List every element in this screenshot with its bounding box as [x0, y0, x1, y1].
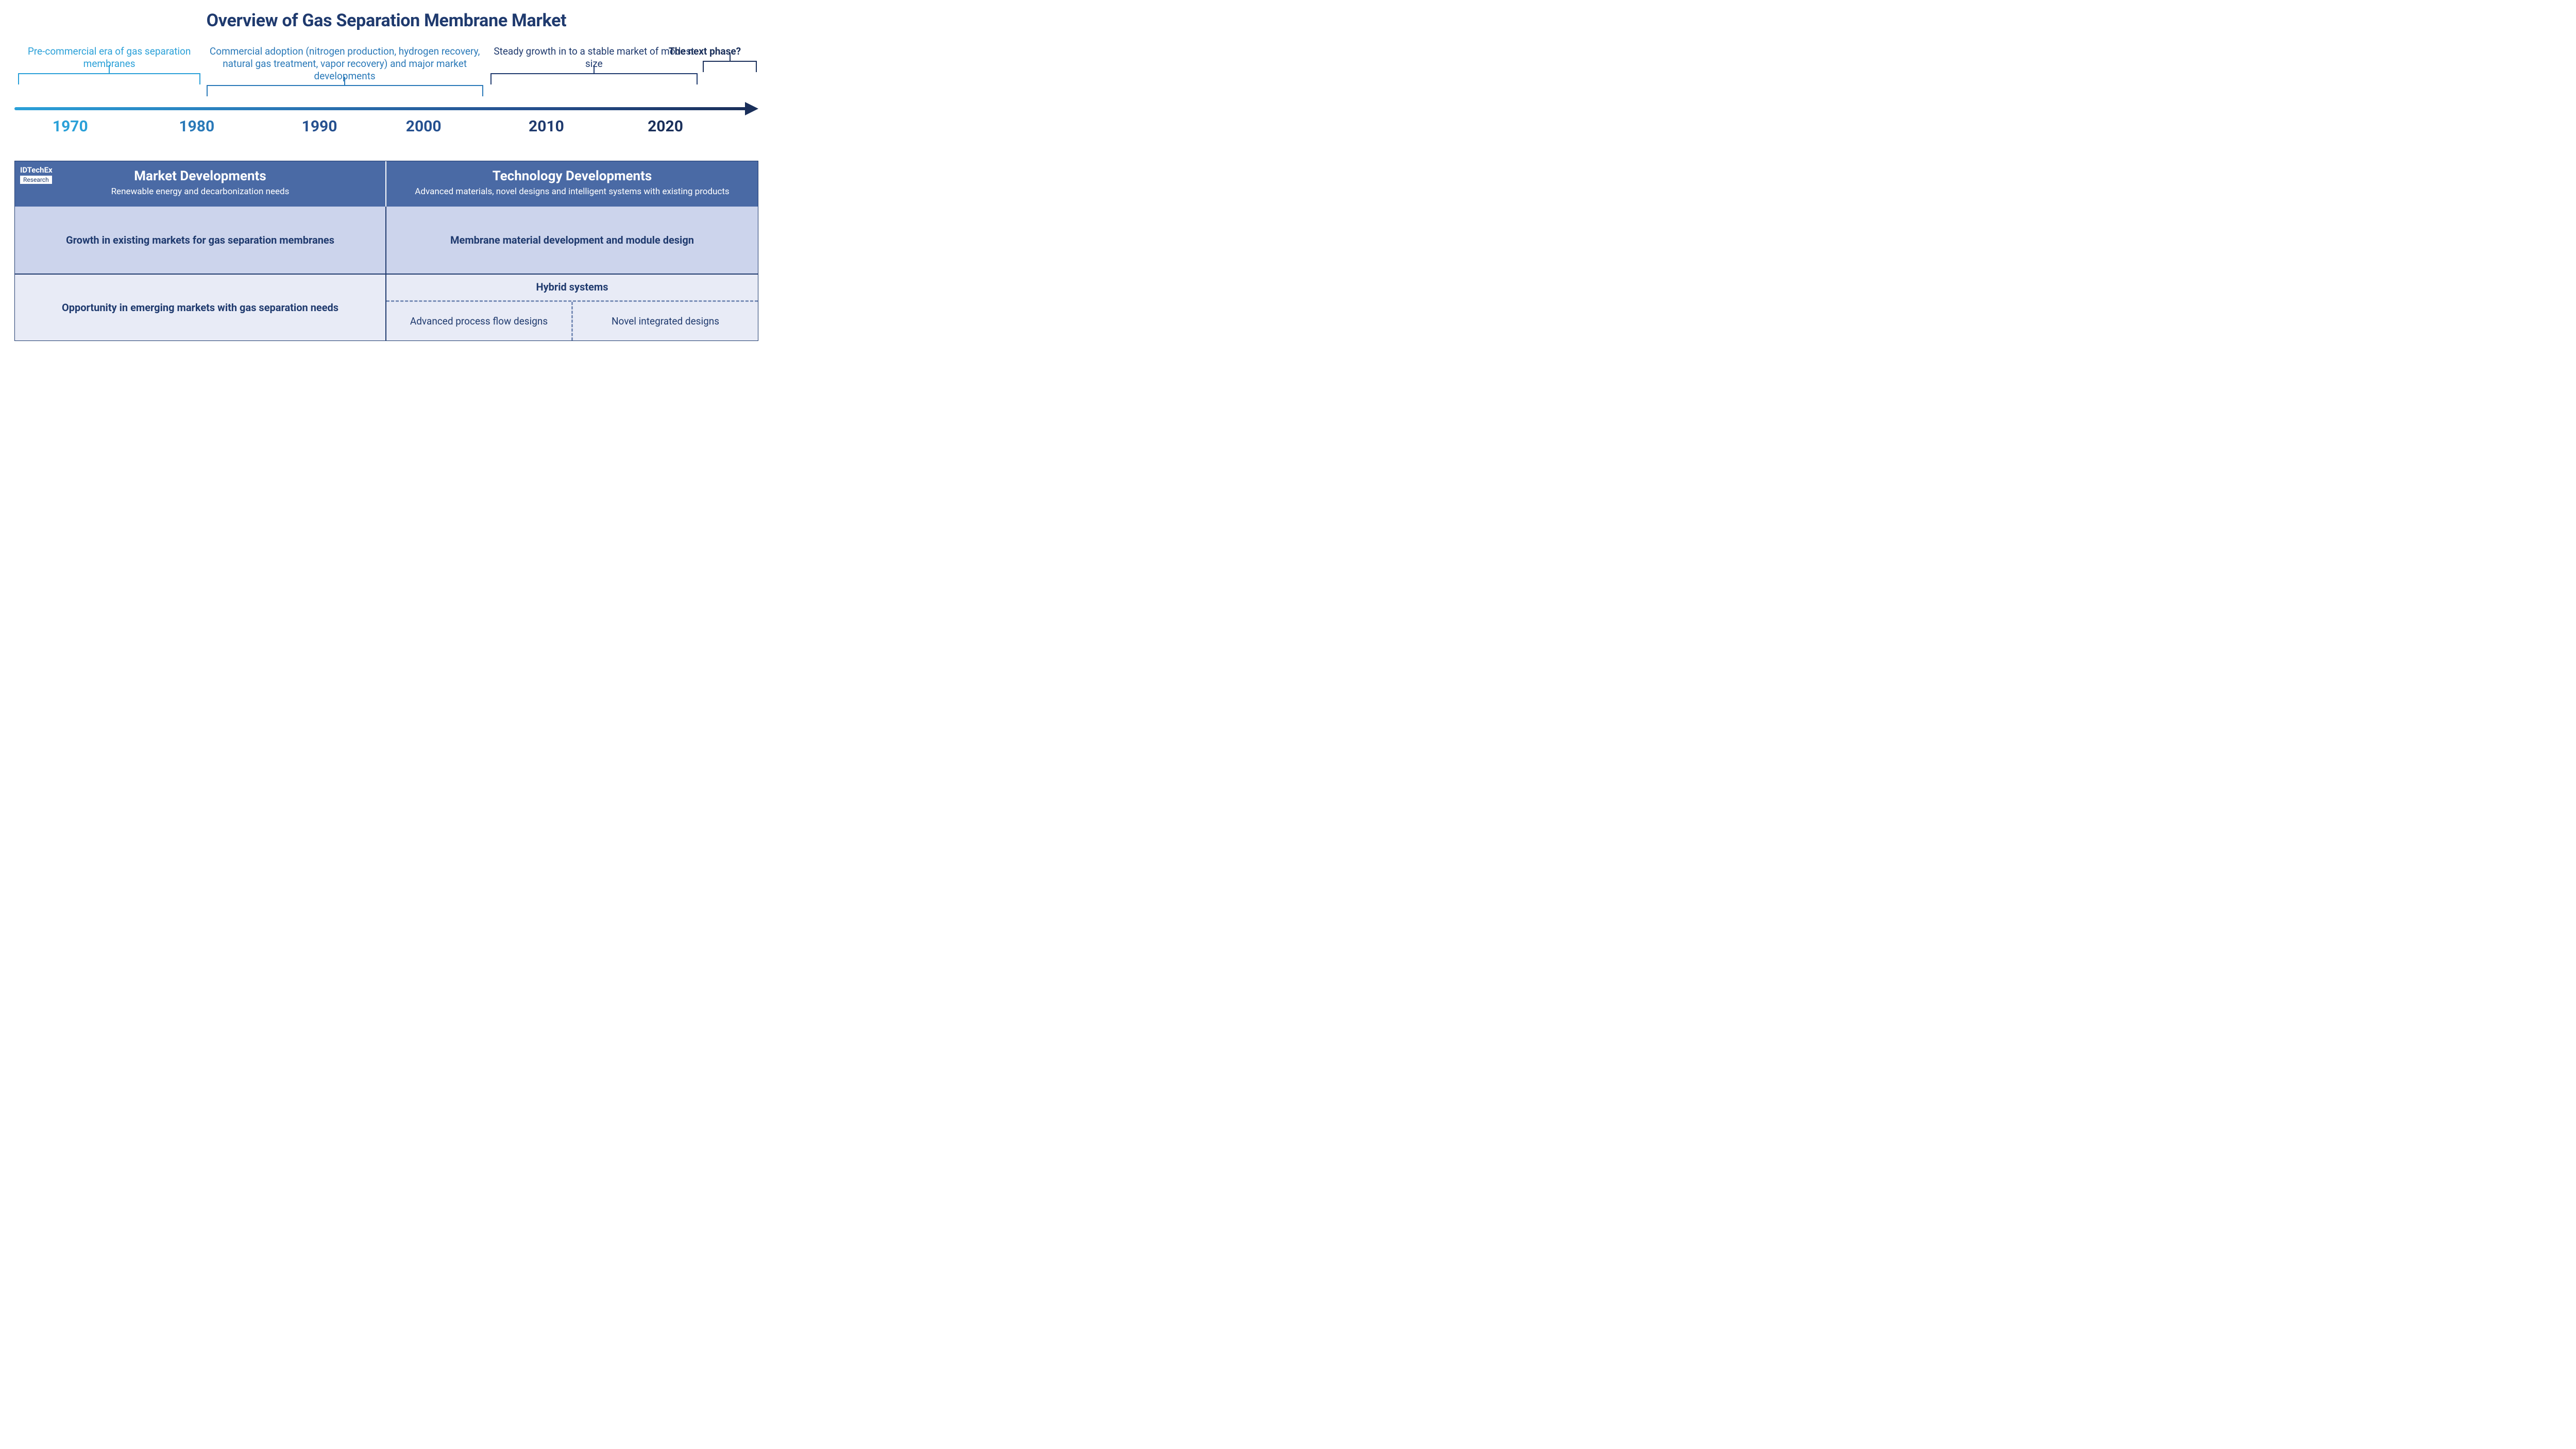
tech-row1-text: Membrane material development and module…	[450, 234, 694, 246]
phase-bracket	[490, 73, 697, 84]
timeline-phase: The next phase?	[653, 45, 757, 58]
market-row2-text: Opportunity in emerging markets with gas…	[62, 301, 338, 314]
timeline-years: 1970 1980 1990 2000 2010 2020	[14, 117, 758, 138]
phase-bracket	[703, 61, 757, 72]
tech-row1-cell: Membrane material development and module…	[386, 207, 758, 274]
tech-title: Technology Developments	[397, 168, 748, 184]
hybrid-left: Advanced process flow designs	[386, 302, 573, 340]
market-subtitle: Renewable energy and decarbonization nee…	[25, 186, 375, 197]
market-row1-cell: Growth in existing markets for gas separ…	[15, 207, 386, 274]
logo-sub: Research	[20, 176, 52, 184]
timeline-phase: Commercial adoption (nitrogen production…	[207, 45, 483, 82]
page-title: Overview of Gas Separation Membrane Mark…	[14, 10, 758, 31]
phase-bracket	[18, 73, 200, 84]
timeline: Pre-commercial era of gas separation mem…	[14, 45, 758, 148]
market-row1-text: Growth in existing markets for gas separ…	[66, 234, 334, 246]
phase-bracket	[207, 85, 483, 96]
hybrid-sub-row: Advanced process flow designs Novel inte…	[386, 300, 758, 340]
tech-subtitle: Advanced materials, novel designs and in…	[397, 186, 748, 197]
tech-header: Technology Developments Advanced materia…	[386, 161, 758, 207]
timeline-phase: Pre-commercial era of gas separation mem…	[18, 45, 200, 70]
year-label: 1980	[179, 117, 214, 135]
year-label: 2000	[406, 117, 442, 135]
tech-row2-cell: Hybrid systems Advanced process flow des…	[386, 274, 758, 340]
developments-table: IDTechEx Research Market Developments Re…	[14, 161, 758, 341]
hybrid-title: Hybrid systems	[386, 275, 758, 300]
logo-brand: IDTechEx	[20, 165, 53, 175]
market-header: IDTechEx Research Market Developments Re…	[15, 161, 386, 207]
year-label: 2010	[529, 117, 564, 135]
idtechex-logo: IDTechEx Research	[20, 165, 53, 184]
timeline-axis	[14, 107, 748, 110]
hybrid-systems: Hybrid systems Advanced process flow des…	[386, 275, 758, 340]
market-row2-cell: Opportunity in emerging markets with gas…	[15, 274, 386, 340]
year-label: 1990	[302, 117, 337, 135]
year-label: 1970	[53, 117, 88, 135]
market-title: Market Developments	[25, 168, 375, 184]
timeline-phases: Pre-commercial era of gas separation mem…	[14, 45, 758, 92]
hybrid-right: Novel integrated designs	[573, 302, 758, 340]
phase-text: The next phase?	[653, 45, 757, 58]
year-label: 2020	[648, 117, 683, 135]
